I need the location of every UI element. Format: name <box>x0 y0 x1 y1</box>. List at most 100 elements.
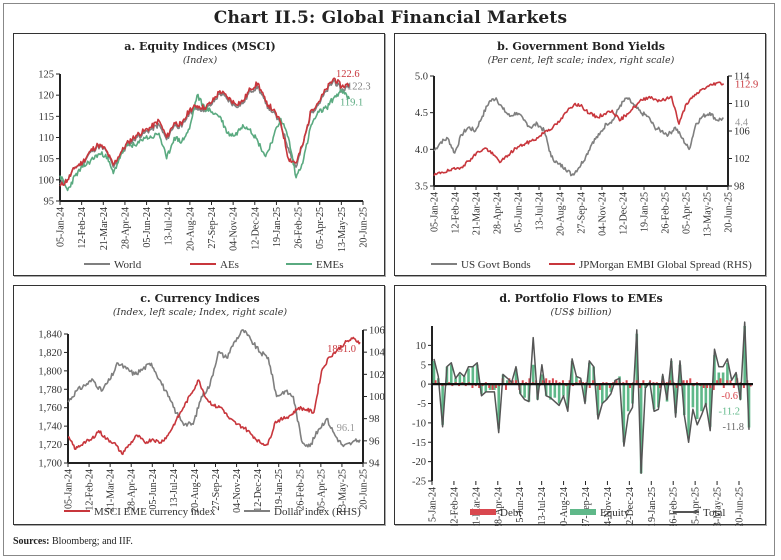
x-tick-label: 05-Apr-25 <box>315 207 326 249</box>
bar-debt <box>742 384 745 388</box>
figure-frame <box>3 3 775 556</box>
bar-equity <box>682 384 686 416</box>
x-tick-label: 27-Sep-24 <box>211 469 222 511</box>
x-tick-label: 19-Jan-25 <box>274 469 285 509</box>
end-label-equity: -11.2 <box>719 406 740 417</box>
x-tick-label: 27-Sep-24 <box>577 192 588 234</box>
y-tick-label: 5.0 <box>415 72 428 83</box>
y-tick-label: -20 <box>412 457 426 468</box>
sources-note: Sources: Bloomberg; and IIF. <box>13 536 133 547</box>
y-tick-label: 1,800 <box>38 366 62 377</box>
series-line-us-bonds <box>433 97 724 177</box>
x-tick-label: 28-Apr-24 <box>127 469 138 511</box>
bar-debt <box>729 380 732 385</box>
x-tick-label: 20-Aug-24 <box>556 192 567 236</box>
legend-equity-label: Equity <box>600 507 630 519</box>
x-tick-label: 4-Nov-24 <box>603 487 614 526</box>
bar-equity <box>544 384 548 396</box>
x-tick-label: 05-Jun-24 <box>142 207 153 248</box>
bar-debt <box>508 378 511 385</box>
chart-title: a. Equity Indices (MSCI) <box>124 40 276 53</box>
x-tick-label: 27-Sep-24 <box>581 487 592 526</box>
bar-debt <box>561 380 564 385</box>
x-tick-label: 05-Apr-25 <box>316 469 327 511</box>
bar-equity <box>609 384 613 392</box>
bar-debt <box>521 380 524 385</box>
bar-debt <box>434 380 437 385</box>
bar-equity <box>704 384 708 406</box>
bar-debt <box>628 384 631 388</box>
x-tick-label: 20-Aug-24 <box>185 207 196 251</box>
bar-debt <box>615 380 618 385</box>
bar-equity <box>721 372 725 385</box>
x-tick-label: 13-May-25 <box>703 192 714 237</box>
bar-equity <box>687 384 690 439</box>
bar-equity <box>506 380 509 385</box>
series-line-aes <box>59 77 351 187</box>
bar-equity <box>747 384 751 428</box>
y2-tick-label: 102 <box>369 370 385 381</box>
x-tick-label: 13-May-25 <box>337 469 348 514</box>
panel-equity-indices: a. Equity Indices (MSCI) (Index) 95 100 105 1… <box>13 33 385 276</box>
x-tick-label: 20-Jun-25 <box>724 192 735 233</box>
bar-debt <box>555 380 558 385</box>
figure-title: Chart II.5: Global Financial Markets <box>213 8 568 28</box>
bar-equity <box>700 384 703 412</box>
chart-subtitle: (Index) <box>183 55 218 66</box>
x-tick-label: 05-Apr-25 <box>682 192 693 234</box>
x-tick-label: 26-Feb-25 <box>295 469 306 511</box>
equity-indices-chart: a. Equity Indices (MSCI) (Index) 95 100 105 1… <box>38 40 370 271</box>
y2-tick-label: 94 <box>369 459 380 470</box>
bar-debt <box>491 384 494 390</box>
y2-tick-label: 104 <box>369 348 386 359</box>
bar-debt <box>592 380 595 385</box>
bar-debt <box>685 380 688 385</box>
end-label-total: -11.8 <box>723 422 744 433</box>
bar-debt <box>669 380 672 385</box>
bar-debt <box>515 380 518 385</box>
bar-equity <box>432 360 436 385</box>
chart-title: c. Currency Indices <box>140 292 260 305</box>
bar-debt <box>588 384 591 388</box>
bar-equity <box>575 376 578 385</box>
x-tick-label: 05-Jan-24 <box>56 207 67 247</box>
panel-government-bond-yields: b. Government Bond Yields (Per cent, left… <box>394 33 766 276</box>
x-tick-label: 20-Aug-24 <box>559 487 570 526</box>
y-tick-label: 10 <box>416 341 427 352</box>
bar-equity <box>674 384 677 414</box>
bond-yields-chart: b. Government Bond Yields (Per cent, left… <box>415 40 758 271</box>
x-tick-label: 27-Sep-24 <box>207 207 218 249</box>
y2-tick-label: 100 <box>369 392 385 403</box>
x-tick-label: 12-Feb-24 <box>85 469 96 511</box>
y-tick-label: 1,760 <box>38 403 62 414</box>
legend-debt-label: Debt <box>500 507 521 519</box>
y-tick-label: 95 <box>44 197 55 208</box>
x-tick-label: 12-Feb-24 <box>451 192 462 234</box>
y-tick-label: 110 <box>39 133 54 144</box>
x-tick-label: 12-Dec-24 <box>253 469 264 512</box>
y-tick-label: 105 <box>38 154 54 165</box>
y2-tick-label: 102 <box>734 154 750 165</box>
x-tick-label: 5-Apr-25 <box>691 487 702 524</box>
x-tick-label: 05-Jan-24 <box>64 469 75 509</box>
y-tick-label: 1,700 <box>38 459 62 470</box>
series-line-total <box>433 321 750 475</box>
y-tick-label: 100 <box>38 175 54 186</box>
y-tick-label: 1,720 <box>38 440 62 451</box>
bar-equity <box>626 384 630 412</box>
bar-equity <box>605 384 608 400</box>
bar-equity <box>566 384 570 408</box>
x-tick-label: 12-Dec-24 <box>625 487 636 526</box>
bar-debt <box>726 380 729 385</box>
y-tick-label: 125 <box>38 70 54 81</box>
end-label-embi: 112.9 <box>735 80 758 91</box>
x-tick-label: 5-Jun-24 <box>515 487 526 523</box>
bar-debt <box>528 378 531 385</box>
legend-dollar-label: Dollar index (RHS) <box>274 506 361 518</box>
bar-equity <box>449 364 453 385</box>
end-label-debt: -0.6 <box>721 391 738 402</box>
bar-equity <box>622 384 626 443</box>
x-tick-label: 04-Nov-24 <box>598 192 609 236</box>
bar-equity <box>493 384 496 390</box>
y-tick-label: 1,780 <box>38 385 62 396</box>
